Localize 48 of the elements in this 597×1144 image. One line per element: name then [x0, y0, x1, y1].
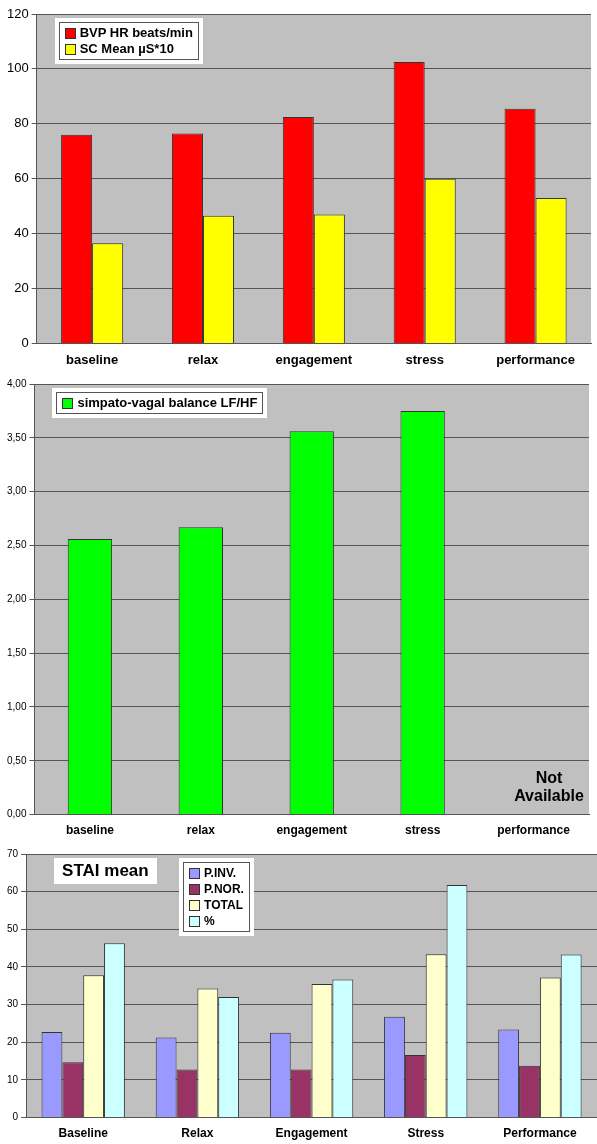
- y-tick-label: 40: [7, 960, 19, 972]
- y-tick-label: 20: [14, 280, 29, 296]
- x-tick-label: performance: [497, 823, 571, 838]
- y-tick-label: 80: [14, 115, 29, 131]
- legend-label: %: [204, 913, 215, 929]
- x-tick-label: Performance: [503, 1126, 577, 1141]
- y-tick-label: 1,50: [6, 646, 27, 658]
- legend-label: P.NOR.: [204, 881, 244, 897]
- y-tick-label: 10: [7, 1073, 19, 1085]
- annotation: Not Available: [514, 768, 584, 805]
- x-tick-label: engagement: [275, 351, 353, 367]
- y-tick-label: 2,50: [6, 539, 27, 551]
- legend-label: simpato-vagal balance LF/HF: [77, 395, 258, 411]
- x-tick-label: baseline: [66, 351, 119, 367]
- x-tick-label: stress: [405, 351, 444, 367]
- y-tick-label: 2,00: [6, 593, 27, 605]
- y-tick-label: 20: [7, 1036, 19, 1048]
- y-tick-label: 1,00: [6, 700, 27, 712]
- legend-label: SC Mean µS*10: [79, 41, 174, 57]
- chart-title: STAI mean: [54, 858, 157, 884]
- legend-label: BVP HR beats/min: [79, 25, 193, 41]
- x-tick-label: relax: [186, 823, 216, 838]
- y-tick-label: 3,50: [6, 431, 27, 443]
- x-tick-label: stress: [404, 823, 441, 838]
- y-tick-label: 70: [7, 847, 19, 859]
- x-tick-label: Relax: [181, 1126, 214, 1141]
- x-tick-label: Engagement: [275, 1126, 348, 1141]
- y-tick-label: 50: [7, 923, 19, 935]
- y-tick-label: 3,00: [6, 485, 27, 497]
- y-tick-label: 4,00: [6, 377, 27, 389]
- x-tick-label: performance: [496, 351, 575, 367]
- y-tick-label: 40: [14, 225, 29, 241]
- x-tick-label: Stress: [407, 1126, 445, 1141]
- y-tick-label: 0,50: [6, 754, 27, 766]
- y-tick-label: 0,00: [6, 808, 27, 820]
- x-tick-label: relax: [187, 351, 219, 367]
- x-tick-label: engagement: [276, 823, 348, 838]
- y-tick-label: 0: [12, 1111, 19, 1123]
- y-tick-label: 120: [6, 5, 29, 21]
- y-tick-label: 60: [7, 885, 19, 897]
- y-tick-label: 30: [7, 998, 19, 1010]
- x-tick-label: Baseline: [58, 1126, 109, 1141]
- y-tick-label: 60: [14, 170, 29, 186]
- legend-label: TOTAL: [204, 897, 243, 913]
- legend-label: P.INV.: [204, 865, 237, 881]
- y-tick-label: 0: [21, 334, 29, 350]
- y-tick-label: 100: [6, 60, 29, 76]
- x-tick-label: baseline: [65, 823, 115, 838]
